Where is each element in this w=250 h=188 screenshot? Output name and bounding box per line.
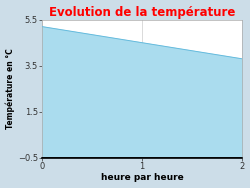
Y-axis label: Température en °C: Température en °C — [6, 48, 15, 129]
X-axis label: heure par heure: heure par heure — [100, 174, 183, 182]
Title: Evolution de la température: Evolution de la température — [49, 6, 235, 19]
